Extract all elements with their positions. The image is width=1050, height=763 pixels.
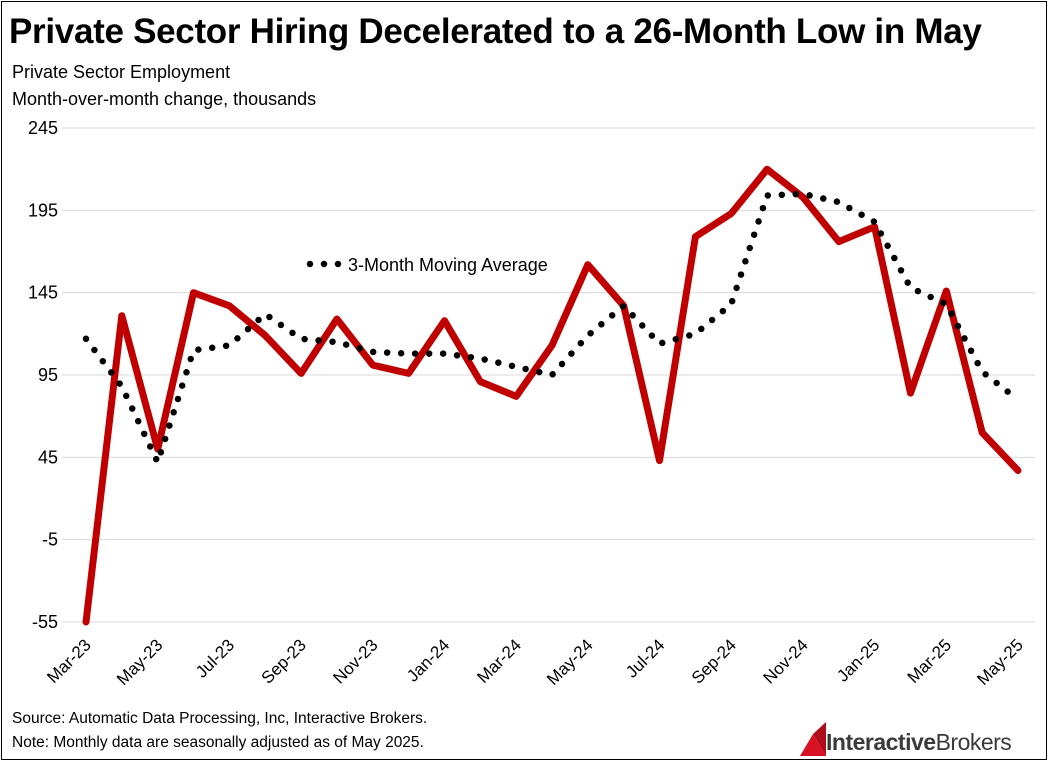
moving-average-line bbox=[82, 190, 1022, 466]
x-tick-label: Sep-24 bbox=[688, 635, 740, 687]
x-tick-label: Mar-25 bbox=[904, 635, 956, 687]
y-tick-label: 195 bbox=[28, 200, 58, 220]
y-axis-ticks: 245 195 145 95 45 -5 -55 bbox=[28, 118, 58, 632]
brand-part-1: Interactive bbox=[826, 729, 936, 755]
gridlines bbox=[62, 127, 1035, 623]
x-tick-label: Jan-24 bbox=[403, 635, 453, 685]
data-note: Note: Monthly data are seasonally adjust… bbox=[12, 734, 424, 751]
x-tick-label: Mar-24 bbox=[473, 635, 525, 687]
x-tick-label: Nov-24 bbox=[760, 635, 812, 687]
legend: 3-Month Moving Average bbox=[306, 255, 548, 275]
source-note: Source: Automatic Data Processing, Inc, … bbox=[12, 710, 428, 727]
x-axis-ticks: Mar-23 May-23 Jul-23 Sep-23 Nov-23 Jan-24 Mar-… bbox=[43, 635, 1027, 689]
chart-subtitle: Private Sector Employment bbox=[12, 62, 231, 82]
x-tick-label: Jul-24 bbox=[622, 635, 668, 681]
y-tick-label: -55 bbox=[32, 612, 58, 632]
series-moving-average bbox=[82, 190, 1022, 466]
x-tick-label: Jul-23 bbox=[192, 635, 238, 681]
brand-part-2: Brokers bbox=[935, 729, 1012, 755]
series-line bbox=[82, 165, 1022, 626]
y-tick-label: -5 bbox=[42, 530, 58, 550]
x-tick-label: May-24 bbox=[543, 635, 597, 689]
x-tick-label: Sep-23 bbox=[258, 635, 310, 687]
x-tick-label: Jan-25 bbox=[833, 635, 883, 685]
monthly-change-line bbox=[82, 165, 1022, 626]
legend-label: 3-Month Moving Average bbox=[348, 255, 548, 275]
chart-title: Private Sector Hiring Decelerated to a 2… bbox=[9, 12, 982, 51]
x-tick-label: May-23 bbox=[113, 635, 167, 689]
x-tick-label: Mar-23 bbox=[43, 635, 95, 687]
y-tick-label: 45 bbox=[38, 447, 58, 467]
y-tick-label: 145 bbox=[28, 283, 58, 303]
interactive-brokers-logo-icon bbox=[800, 722, 826, 756]
x-tick-label: May-25 bbox=[973, 635, 1027, 689]
y-tick-label: 245 bbox=[28, 118, 58, 138]
chart-units: Month-over-month change, thousands bbox=[12, 89, 317, 109]
x-tick-label: Nov-23 bbox=[329, 635, 381, 687]
brand-wordmark: InteractiveBrokers bbox=[826, 729, 1012, 756]
y-tick-label: 95 bbox=[38, 365, 58, 385]
